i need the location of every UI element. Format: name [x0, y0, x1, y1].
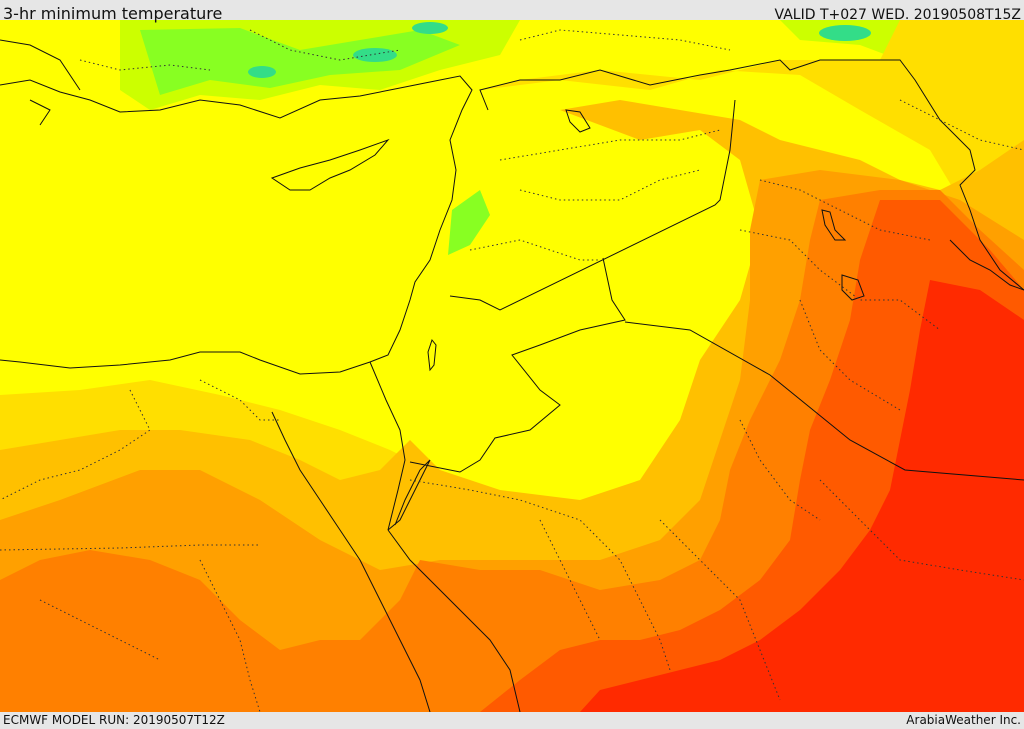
field-red [580, 280, 1024, 712]
cyprus [270, 138, 390, 191]
field-green-mid [140, 28, 460, 95]
map-title: 3-hr minimum temperature [3, 4, 223, 23]
credit-label: ArabiaWeather Inc. [906, 713, 1021, 727]
map-canvas [0, 20, 1024, 712]
field-cyan-spot-3 [412, 22, 448, 34]
national-borders [369, 59, 1024, 531]
temperature-map[interactable] [0, 20, 1024, 712]
field-cyan-spot-2 [353, 48, 397, 62]
footer-bar: ECMWF MODEL RUN: 20190507T12Z ArabiaWeat… [0, 712, 1024, 729]
field-green-lebanon [448, 190, 490, 255]
model-run-label: ECMWF MODEL RUN: 20190507T12Z [3, 713, 225, 727]
province-borders [0, 29, 1024, 712]
field-cyan-spot-1 [248, 66, 276, 78]
coastlines [0, 39, 1024, 712]
field-cyan-spot-ne [819, 25, 871, 41]
valid-time-label: VALID T+027 WED. 20190508T15Z [774, 7, 1021, 23]
header-bar: 3-hr minimum temperature VALID T+027 WED… [0, 0, 1024, 23]
